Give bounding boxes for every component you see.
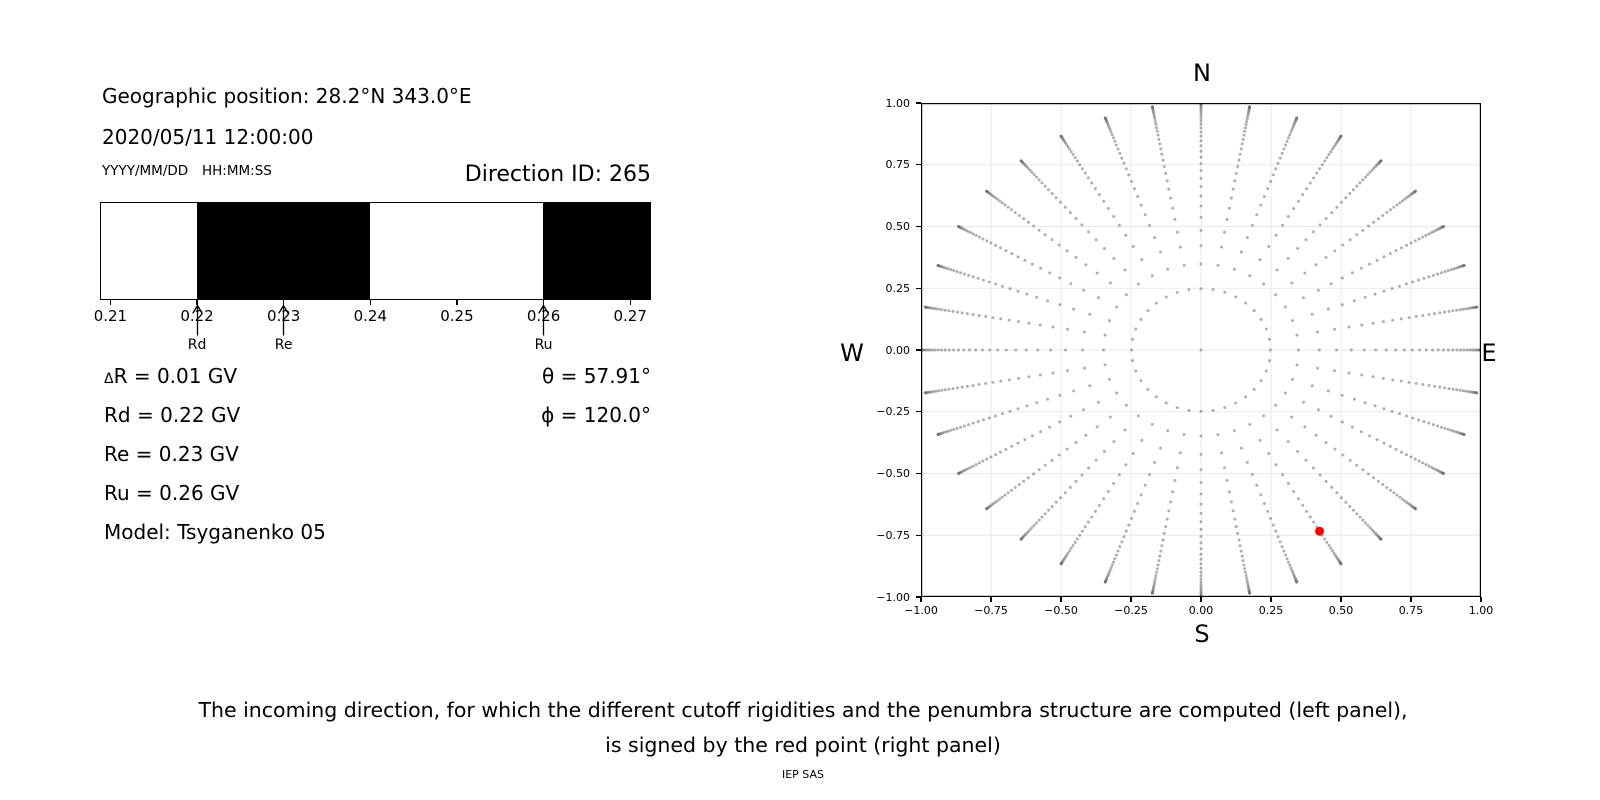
- scatter-y-tick-mark: [915, 225, 921, 228]
- marker-label-ru: Ru: [534, 336, 553, 353]
- scatter-y-tick-mark: [915, 472, 921, 475]
- direction-grid-dots: [921, 103, 1481, 597]
- scatter-x-tick-label: 0.00: [1188, 604, 1214, 617]
- penumbra-x-tick-mark: [109, 300, 111, 305]
- scatter-x-tick-mark: [1200, 596, 1202, 602]
- scatter-x-tick-label: 0.50: [1328, 604, 1354, 617]
- penumbra-x-tick-label: 0.24: [353, 307, 387, 325]
- scatter-x-tick-mark: [1410, 596, 1412, 602]
- arrow-re-icon: [278, 304, 289, 336]
- penumbra-x-tick-label: 0.25: [440, 307, 474, 325]
- re-value: Re = 0.23 GV: [104, 442, 239, 466]
- penumbra-x-tick-label: 0.27: [613, 307, 647, 325]
- scatter-x-tick-label: −0.25: [1114, 604, 1148, 617]
- penumbra-x-tick-label: 0.22: [180, 307, 214, 325]
- ru-value: Ru = 0.26 GV: [104, 481, 240, 505]
- scatter-y-tick-label: −1.00: [876, 590, 910, 604]
- compass-north-label: N: [1193, 59, 1211, 87]
- scatter-x-tick-mark: [1270, 596, 1272, 602]
- scatter-x-tick-mark: [990, 596, 992, 602]
- scatter-y-tick-label: 0.25: [885, 281, 911, 295]
- scatter-y-tick-label: 0.75: [885, 158, 911, 172]
- theta-value: θ = 57.91°: [542, 364, 651, 388]
- scatter-x-tick-mark: [1480, 596, 1482, 602]
- scatter-x-tick-mark: [920, 596, 922, 602]
- date-format-hint: YYYY/MM/DD: [102, 163, 189, 179]
- scatter-y-tick-mark: [915, 164, 921, 166]
- scatter-x-tick-label: −1.00: [904, 604, 938, 617]
- penumbra-x-tick-mark: [283, 300, 285, 305]
- marker-label-re: Re: [274, 336, 293, 353]
- phi-value: ϕ = 120.0°: [541, 403, 651, 427]
- scatter-y-tick-mark: [915, 534, 921, 536]
- penumbra-x-tick-mark: [369, 300, 371, 305]
- scatter-x-tick-mark: [1340, 596, 1342, 602]
- compass-west-label: W: [840, 339, 864, 367]
- rd-value: Rd = 0.22 GV: [104, 403, 241, 427]
- datetime-text: 2020/05/11 12:00:00: [102, 125, 314, 149]
- penumbra-x-tick-mark: [542, 300, 545, 305]
- time-format-hint: HH:MM:SS: [202, 163, 272, 179]
- scatter-y-tick-mark: [915, 411, 921, 413]
- penumbra-x-tick-mark: [196, 300, 198, 305]
- penumbra-x-tick-mark: [456, 300, 458, 305]
- scatter-x-tick-mark: [1130, 596, 1132, 602]
- penumbra-x-tick-label: 0.23: [266, 307, 301, 325]
- geo-position-text: Geographic position: 28.2°N 343.0°E: [102, 84, 472, 108]
- compass-south-label: S: [1194, 620, 1210, 648]
- penumbra-x-tick-label: 0.21: [93, 307, 128, 325]
- scatter-y-tick-mark: [915, 596, 921, 598]
- plot-border: [921, 103, 1481, 597]
- arrow-rd-icon: [191, 304, 203, 336]
- delta-r-text: R = 0.01 GV: [113, 364, 238, 388]
- caption-line-1: The incoming direction, for which the di…: [198, 698, 1408, 722]
- compass-east-label: E: [1481, 339, 1497, 367]
- scatter-y-tick-mark: [915, 287, 921, 289]
- marker-label-rd: Rd: [187, 336, 207, 353]
- scatter-y-tick-label: −0.75: [876, 528, 910, 542]
- penumbra-x-tick-label: 0.26: [526, 307, 561, 325]
- caption-line-2: is signed by the red point (right panel): [605, 733, 1001, 757]
- scatter-y-tick-mark: [915, 349, 921, 351]
- forbidden-band-1: [543, 203, 650, 299]
- penumbra-x-tick-mark: [629, 300, 631, 305]
- model-text: Model: Tsyganenko 05: [104, 520, 326, 544]
- penumbra-bar-chart: [100, 202, 651, 300]
- arrow-ru-icon: [538, 304, 549, 336]
- scatter-y-tick-mark: [915, 102, 921, 104]
- caption-credit: IEP SAS: [781, 768, 825, 781]
- scatter-x-tick-label: 1.00: [1468, 604, 1494, 617]
- delta-symbol: Δ: [104, 371, 114, 387]
- scatter-x-tick-label: −0.50: [1044, 604, 1078, 617]
- scatter-y-tick-label: −0.25: [876, 405, 910, 419]
- scatter-x-tick-label: −0.75: [974, 604, 1008, 617]
- scatter-y-tick-label: 0.50: [885, 220, 911, 233]
- scatter-x-tick-mark: [1060, 596, 1062, 602]
- direction-id-text: Direction ID: 265: [464, 162, 651, 187]
- forbidden-band-0: [196, 203, 370, 299]
- scatter-y-tick-label: 1.00: [885, 96, 911, 110]
- direction-scatter-plot: [921, 103, 1481, 597]
- delta-r-value: ΔR = 0.01 GV: [104, 365, 237, 388]
- selected-direction-point: [1315, 526, 1325, 536]
- scatter-y-tick-label: −0.50: [876, 467, 910, 480]
- scatter-x-tick-label: 0.25: [1258, 604, 1284, 617]
- scatter-x-tick-label: 0.75: [1398, 604, 1424, 617]
